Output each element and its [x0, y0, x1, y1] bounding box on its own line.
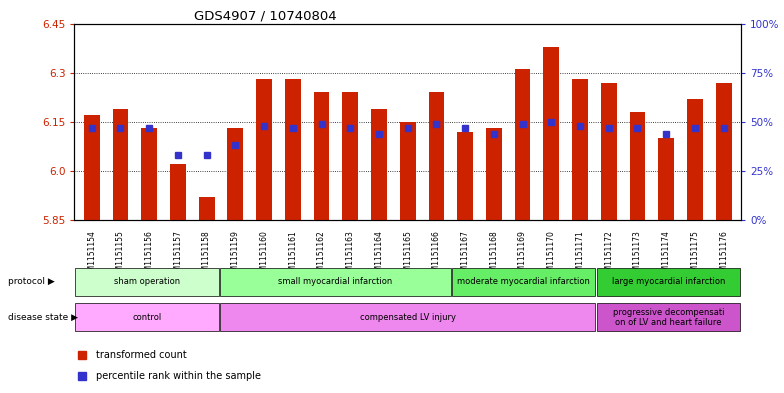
Bar: [84, 115, 100, 220]
Bar: [220, 268, 451, 296]
Bar: [285, 79, 301, 220]
Bar: [457, 132, 473, 220]
Bar: [75, 303, 219, 332]
Bar: [630, 112, 645, 220]
Text: compensated LV injury: compensated LV injury: [360, 313, 456, 322]
Bar: [572, 79, 588, 220]
Bar: [716, 83, 731, 220]
Bar: [400, 122, 416, 220]
Bar: [597, 268, 740, 296]
Text: control: control: [132, 313, 162, 322]
Bar: [75, 268, 219, 296]
Bar: [687, 99, 702, 220]
Text: small myocardial infarction: small myocardial infarction: [278, 277, 392, 286]
Bar: [170, 164, 186, 220]
Text: large myocardial infarction: large myocardial infarction: [612, 277, 725, 286]
Bar: [486, 129, 502, 220]
Bar: [141, 129, 157, 220]
Bar: [659, 138, 674, 220]
Bar: [429, 92, 445, 220]
Text: protocol ▶: protocol ▶: [8, 277, 55, 286]
Bar: [597, 303, 740, 332]
Text: progressive decompensati
on of LV and heart failure: progressive decompensati on of LV and he…: [612, 308, 724, 327]
Bar: [343, 92, 358, 220]
Bar: [113, 109, 129, 220]
Bar: [452, 268, 595, 296]
Text: disease state ▶: disease state ▶: [8, 313, 78, 322]
Text: sham operation: sham operation: [114, 277, 180, 286]
Bar: [220, 303, 595, 332]
Text: GDS4907 / 10740804: GDS4907 / 10740804: [194, 9, 337, 22]
Text: transformed count: transformed count: [96, 350, 187, 360]
Bar: [514, 70, 531, 220]
Bar: [198, 197, 215, 220]
Bar: [601, 83, 617, 220]
Bar: [314, 92, 329, 220]
Text: percentile rank within the sample: percentile rank within the sample: [96, 371, 260, 381]
Text: moderate myocardial infarction: moderate myocardial infarction: [457, 277, 590, 286]
Bar: [227, 129, 243, 220]
Bar: [371, 109, 387, 220]
Bar: [543, 46, 559, 220]
Bar: [256, 79, 272, 220]
